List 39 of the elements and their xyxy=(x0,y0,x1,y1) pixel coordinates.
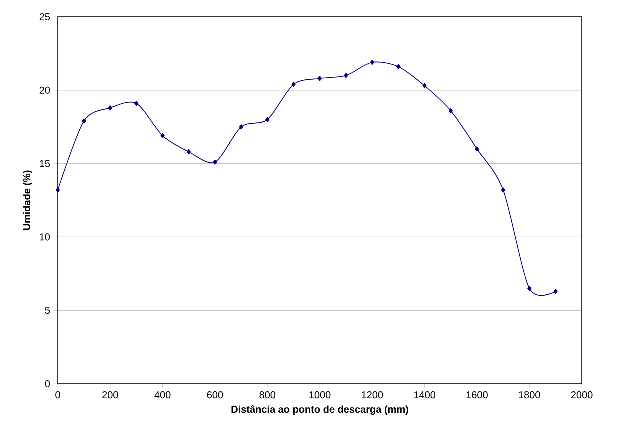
point xyxy=(56,188,60,193)
point xyxy=(160,133,165,139)
point xyxy=(344,73,348,78)
point xyxy=(213,160,218,165)
y-tick-label: 20 xyxy=(40,86,50,94)
point xyxy=(422,83,427,89)
point xyxy=(501,188,506,193)
y-axis-title: Umidade (%) xyxy=(23,170,32,230)
x-tick-label: 800 xyxy=(260,392,276,399)
point xyxy=(239,124,244,130)
point xyxy=(370,60,374,66)
y-tick-label: 5 xyxy=(45,307,50,314)
point xyxy=(266,117,270,122)
x-tick-label: 2000 xyxy=(571,392,593,399)
y-tick-label: 0 xyxy=(45,380,50,388)
x-tick-label: 1200 xyxy=(362,392,384,399)
y-tick-label: 10 xyxy=(40,234,50,241)
point xyxy=(475,146,480,152)
x-tick-label: 200 xyxy=(102,392,118,399)
point xyxy=(554,288,558,294)
x-axis-title: Distância ao ponto de descarga (mm) xyxy=(232,405,408,416)
x-tick-label: 1800 xyxy=(519,392,540,399)
point xyxy=(318,76,322,82)
point xyxy=(82,118,86,124)
y-tick-label: 15 xyxy=(40,160,50,168)
point xyxy=(134,101,139,106)
point xyxy=(528,286,532,292)
y-tick-label: 25 xyxy=(40,13,50,21)
x-tick-label: 0 xyxy=(56,392,60,399)
point xyxy=(292,82,296,88)
x-tick-label: 400 xyxy=(154,392,171,399)
x-tick-label: 1000 xyxy=(310,392,331,399)
point xyxy=(396,64,401,70)
x-tick-label: 1400 xyxy=(414,392,436,399)
x-tick-label: 1600 xyxy=(466,392,488,399)
point xyxy=(448,108,454,114)
point xyxy=(108,105,112,111)
x-tick-label: 600 xyxy=(207,392,224,399)
point xyxy=(186,149,192,155)
